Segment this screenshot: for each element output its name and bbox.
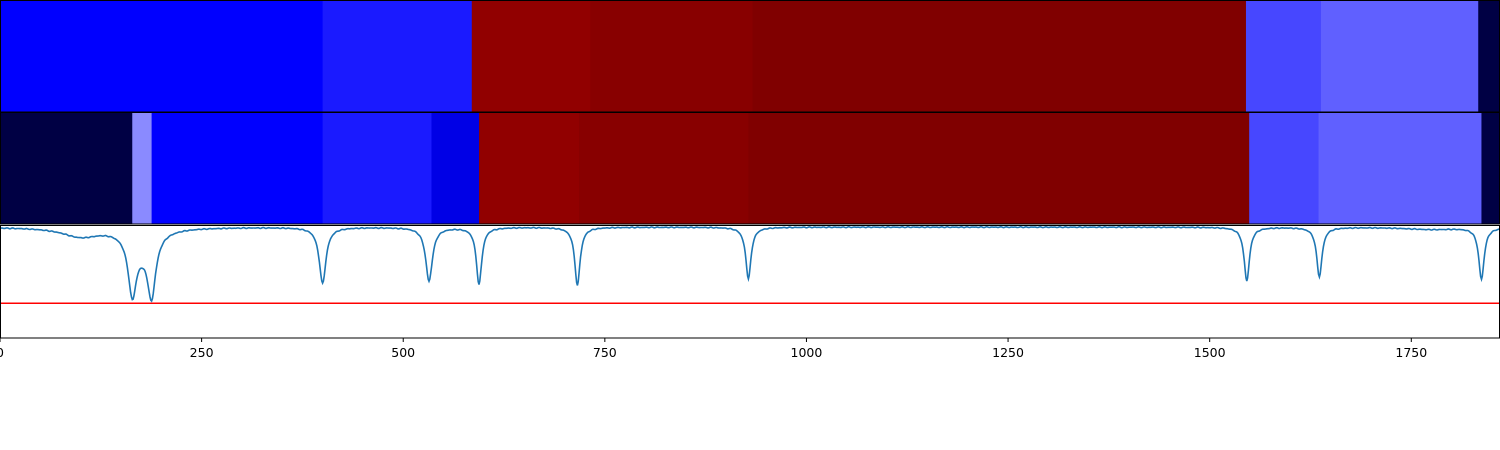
heatmap-cell-2-2 [132,113,153,224]
heatmap-cell-2-1 [0,113,133,224]
x-tick-label-1000: 1000 [791,345,823,360]
heatmap-cell-2-11 [1481,113,1500,224]
heatmap-cell-1-6 [1245,1,1322,112]
heatmap-cell-2-6 [479,113,580,224]
heatmap-cell-1-5 [752,1,1247,112]
heatmap-cell-2-5 [431,113,480,224]
heatmap-cell-1-7 [1320,1,1479,112]
heatmap-cell-1-2 [322,1,473,112]
x-tick-label-750: 750 [593,345,617,360]
heatmap-cell-2-3 [151,113,324,224]
heatmap-cell-2-8 [748,113,1250,224]
heatmap-row-1 [0,1,1500,112]
x-tick-label-1500: 1500 [1194,345,1226,360]
heatmap-cell-1-1 [0,1,324,112]
heatmap-cell-1-3 [471,1,591,112]
heatmap-cell-2-7 [579,113,749,224]
heatmap-cell-1-4 [590,1,753,112]
signal-line [0,226,1500,303]
heatmap-cell-2-4 [322,113,432,224]
signal-panel [0,226,1500,305]
heatmap-cell-2-9 [1249,113,1320,224]
x-tick-label-1250: 1250 [992,345,1024,360]
x-tick-label-250: 250 [190,345,214,360]
heatmap-row-2 [0,113,1500,224]
x-tick-label-0: 0 [0,345,4,360]
heatmap-rows [0,1,1500,224]
x-tick-label-1750: 1750 [1395,345,1427,360]
signal-panel-frame [0,225,1500,339]
x-axis: 0 250 500 750 1000 1250 1500 1750 [0,338,1427,360]
x-tick-label-500: 500 [391,345,415,360]
heatmap-cell-1-8 [1478,1,1500,112]
heatmap-cell-2-10 [1318,113,1482,224]
